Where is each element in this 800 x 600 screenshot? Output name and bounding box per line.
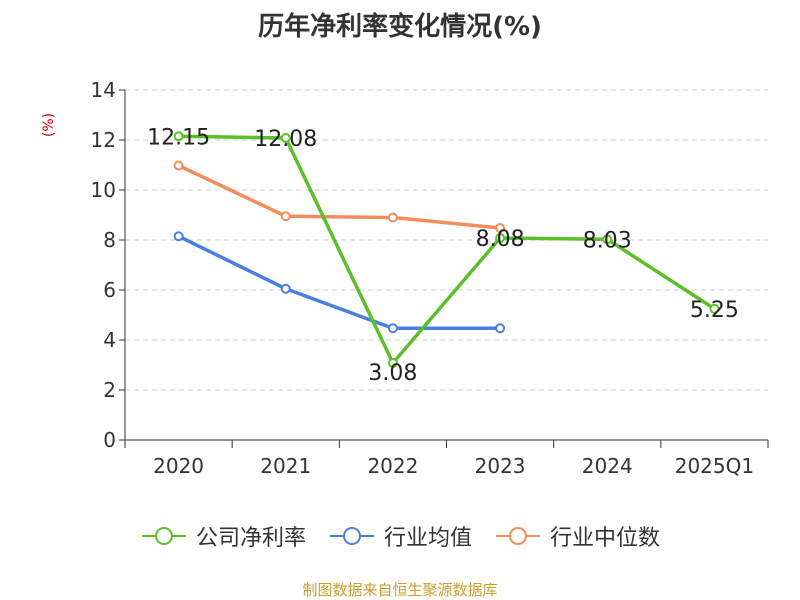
data-point <box>495 223 506 233</box>
y-tick-label: 6 <box>103 278 116 302</box>
data-label: 12.08 <box>254 127 317 152</box>
data-point <box>495 323 506 334</box>
legend-marker-company-net-margin <box>141 527 186 545</box>
data-point <box>280 283 291 294</box>
data-point <box>280 211 291 222</box>
data-label: 8.03 <box>583 228 632 253</box>
series-line <box>177 234 501 330</box>
y-tick-label: 12 <box>91 128 116 152</box>
data-point <box>387 358 398 368</box>
y-tick-label: 0 <box>103 428 116 452</box>
legend-marker-industry-mean <box>329 527 374 545</box>
data-point <box>709 303 720 314</box>
data-label: 5.25 <box>690 298 739 323</box>
data-label: 3.08 <box>368 361 417 386</box>
data-point <box>173 231 184 242</box>
x-tick-label: 2020 <box>153 454 204 478</box>
data-point <box>495 233 506 243</box>
data-label: 12.15 <box>147 125 210 150</box>
x-tick-label: 2022 <box>367 454 418 478</box>
data-point <box>387 212 398 223</box>
x-tick-label: 2024 <box>582 454 633 478</box>
data-point <box>173 131 184 142</box>
data-label: 8.08 <box>476 227 525 252</box>
series-line <box>177 163 501 230</box>
legend-item-company-net-margin[interactable]: 公司净利率 <box>140 520 306 552</box>
series-line <box>178 134 716 365</box>
x-tick-label: 2023 <box>475 454 526 478</box>
y-tick-label: 4 <box>103 328 116 352</box>
y-tick-label: 8 <box>103 228 116 252</box>
y-tick-label: 14 <box>91 78 116 102</box>
chart-title: 历年净利率变化情况(%) <box>258 12 542 42</box>
data-point <box>280 133 291 143</box>
chart-legend: 公司净利率 行业均值 行业中位数 <box>0 520 800 552</box>
legend-marker-industry-median <box>496 527 540 545</box>
x-tick-label: 2025Q1 <box>675 454 754 478</box>
y-tick-label: 10 <box>91 178 116 202</box>
legend-item-industry-median[interactable]: 行业中位数 <box>494 520 660 552</box>
data-point <box>173 160 184 171</box>
data-source-note: 制图数据来自恒生聚源数据库 <box>302 581 498 599</box>
data-point <box>387 323 398 334</box>
legend-item-industry-mean[interactable]: 行业均值 <box>328 520 472 552</box>
legend-label: 公司净利率 <box>195 526 306 551</box>
data-point <box>602 234 613 245</box>
legend-label: 行业均值 <box>383 526 472 551</box>
legend-label: 行业中位数 <box>550 526 661 551</box>
y-tick-label: 2 <box>103 378 116 402</box>
x-tick-label: 2021 <box>260 454 311 478</box>
